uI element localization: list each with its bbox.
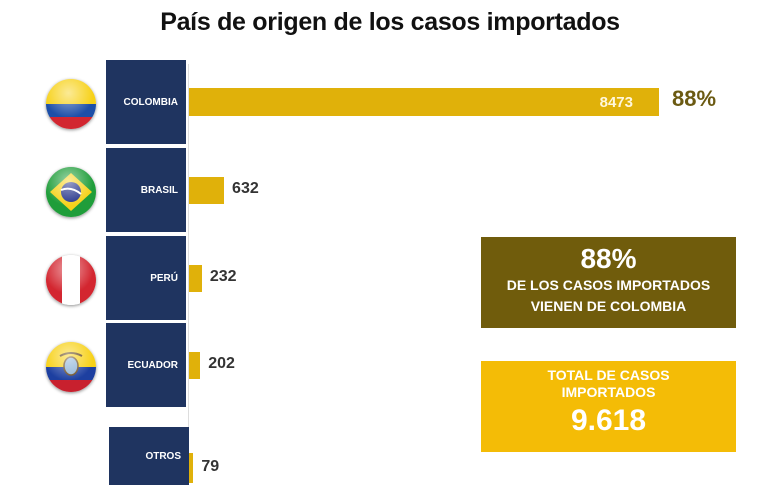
ecuador-flag-icon: [46, 342, 96, 392]
total-callout-value: 9.618: [570, 404, 647, 437]
category-label: PERÚ: [106, 236, 186, 320]
value-label: 202: [208, 355, 235, 372]
bar-row-ecuador: ECUADOR 202: [0, 323, 780, 407]
colombia-flag-icon: [46, 79, 96, 129]
bar-row-per: PERÚ 232: [0, 236, 780, 320]
category-label: ECUADOR: [106, 323, 186, 407]
value-label: 8473: [599, 93, 633, 111]
axis-line: [188, 64, 189, 470]
value-label: 79: [201, 458, 220, 475]
share-callout-line1: DE LOS CASOS IMPORTADOS: [506, 277, 711, 293]
peru-flag-icon: [46, 255, 96, 305]
total-callout-line1: TOTAL DE CASOS: [547, 367, 670, 383]
share-callout: 88% DE LOS CASOS IMPORTADOS VIENEN DE CO…: [481, 237, 736, 328]
bar: [189, 351, 201, 379]
bar: 8473: [189, 88, 659, 116]
value-label: 632: [232, 180, 259, 197]
share-callout-value: 88%: [580, 243, 637, 274]
bar-row-colombia: COLOMBIA 8473 88%: [0, 60, 780, 144]
value-label: 232: [209, 268, 237, 285]
brazil-flag-icon: [46, 167, 96, 217]
percent-label: 88%: [672, 86, 717, 111]
total-callout: TOTAL DE CASOS IMPORTADOS 9.618: [481, 361, 736, 452]
bar: [189, 264, 202, 292]
total-callout-line2: IMPORTADOS: [561, 384, 656, 400]
category-label: OTROS: [109, 427, 189, 485]
category-label: BRASIL: [106, 148, 186, 232]
category-label: COLOMBIA: [106, 60, 186, 144]
bar: [189, 176, 225, 204]
bar-row-brasil: BRASIL 632: [0, 148, 780, 232]
bar: [189, 453, 194, 483]
share-callout-line2: VIENEN DE COLOMBIA: [530, 298, 687, 314]
chart-title: País de origen de los casos importados: [160, 8, 620, 36]
